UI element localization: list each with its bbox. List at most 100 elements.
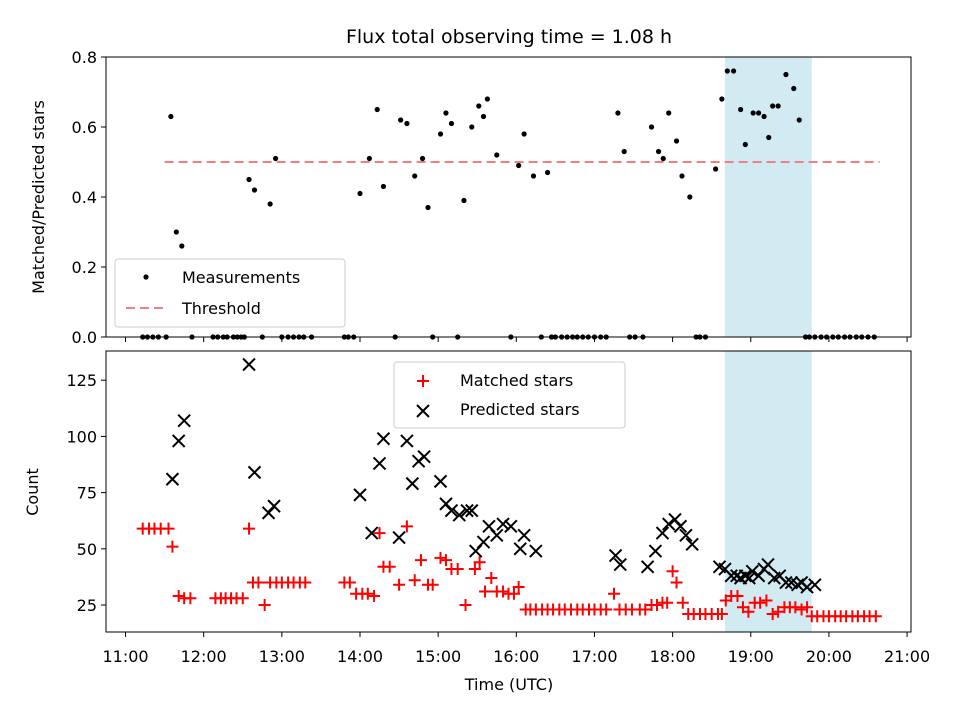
legend-measurements-label: Measurements: [182, 268, 300, 287]
matched-star-point: [299, 576, 312, 589]
matched-star-point: [258, 599, 271, 612]
matched-star-point: [408, 574, 421, 587]
matched-star-point: [795, 603, 808, 616]
measurement-point: [443, 110, 449, 116]
predicted-star-point: [613, 557, 627, 572]
measurement-point: [246, 176, 252, 183]
matched-star-point: [451, 563, 464, 576]
matched-star-point: [485, 572, 498, 585]
x-tick-label: 18:00: [650, 647, 696, 666]
matched-star-point: [361, 587, 374, 600]
top-axes-frame: [105, 56, 912, 338]
matched-star-point: [497, 585, 510, 598]
top-legend: Measurements Threshold: [114, 258, 346, 328]
measurement-point: [173, 229, 179, 235]
matched-star-point: [507, 587, 520, 600]
matched-star-point: [468, 563, 481, 576]
predicted-star-point: [376, 431, 391, 446]
x-tick-label: 20:00: [806, 647, 852, 666]
predicted-star-point: [267, 499, 281, 513]
matched-star-point: [650, 599, 663, 612]
predicted-star-point: [400, 434, 414, 448]
predicted-star-point: [405, 476, 420, 491]
y-tick-label: 0.4: [72, 188, 97, 207]
matched-star-point: [661, 596, 674, 609]
matched-star-point: [162, 522, 175, 535]
matched-star-point: [676, 596, 689, 609]
predicted-star-point: [365, 526, 379, 540]
x-tick-label: 14:00: [337, 647, 383, 666]
top-y-axis-label: Matched/Predicted stars: [29, 100, 48, 294]
measurement-point: [713, 166, 719, 172]
measurement-point: [687, 194, 693, 200]
measurement-point: [660, 155, 666, 162]
predicted-star-point: [417, 449, 431, 464]
measurement-point: [251, 187, 258, 193]
predicted-star-point: [465, 503, 479, 518]
measurement-point: [750, 110, 756, 116]
measurement-point: [673, 138, 680, 144]
x-tick-label: 19:00: [728, 647, 774, 666]
matched-star-point: [869, 610, 882, 623]
matched-star-point: [512, 581, 525, 594]
predicted-star-point: [460, 503, 474, 518]
matched-star-point: [742, 605, 755, 618]
measurement-point: [366, 155, 372, 162]
measurement-point: [412, 173, 418, 179]
bottom-highlight-band: [724, 351, 812, 632]
x-tick-label: 13:00: [259, 647, 305, 666]
measurement-point: [615, 110, 621, 116]
measurement-point: [755, 110, 762, 116]
matched-star-point: [373, 527, 386, 540]
predicted-star-point: [372, 456, 387, 471]
predicted-star-point: [242, 357, 256, 372]
predicted-star-point: [517, 528, 531, 543]
chart-title: Flux total observing time = 1.08 h: [346, 26, 672, 48]
measurement-point: [380, 183, 387, 190]
legend-matched-label: Matched stars: [460, 371, 573, 390]
matched-star-point: [184, 592, 197, 605]
measurement-point: [724, 68, 730, 74]
predicted-star-point: [808, 578, 822, 592]
measurement-point: [516, 162, 522, 169]
measurement-point: [775, 103, 781, 109]
predicted-star-point: [745, 564, 760, 579]
matched-star-point: [600, 603, 613, 616]
y-tick-label: 0.6: [72, 118, 97, 137]
bottom-panel: 25 50 75 100 125 11:00 12:00 13:00 14:00 15:00 16…: [23, 350, 930, 694]
predicted-star-point: [433, 474, 448, 489]
measurement-point: [374, 106, 380, 113]
matched-star-point: [766, 608, 779, 621]
matched-star-point: [166, 540, 179, 553]
measurement-point: [469, 124, 475, 130]
matched-star-point: [426, 578, 439, 591]
measurement-point: [357, 190, 363, 197]
predicted-star-point: [779, 575, 793, 590]
matched-star-point: [608, 587, 621, 600]
predicted-star-point: [177, 413, 191, 428]
measurement-point: [437, 131, 444, 137]
x-axis-label: Time (UTC): [464, 675, 553, 694]
y-tick-label: 125: [66, 371, 97, 390]
legend-predicted-label: Predicted stars: [460, 400, 580, 419]
x-tick-label: 17:00: [571, 647, 617, 666]
top-x-ticks: [125, 337, 908, 342]
predicted-star-point: [504, 519, 518, 534]
y-tick-label: 100: [66, 427, 97, 446]
measurement-point: [796, 117, 802, 123]
predicted-star-point: [165, 472, 180, 486]
measurement-point: [766, 134, 772, 141]
predicted-star-point: [529, 544, 543, 558]
measurement-point: [783, 71, 789, 78]
legend-matched-marker: [417, 375, 429, 387]
matched-star-point: [236, 592, 249, 605]
measurement-point: [666, 110, 672, 116]
matched-star-point: [731, 590, 744, 603]
matched-star-point: [639, 603, 652, 616]
y-tick-label: 75: [77, 484, 97, 503]
x-tick-label: 12:00: [181, 647, 227, 666]
matched-star-point: [434, 551, 447, 564]
bottom-y-ticks: 25 50 75 100 125: [66, 371, 106, 615]
predicted-star-point: [640, 560, 655, 574]
